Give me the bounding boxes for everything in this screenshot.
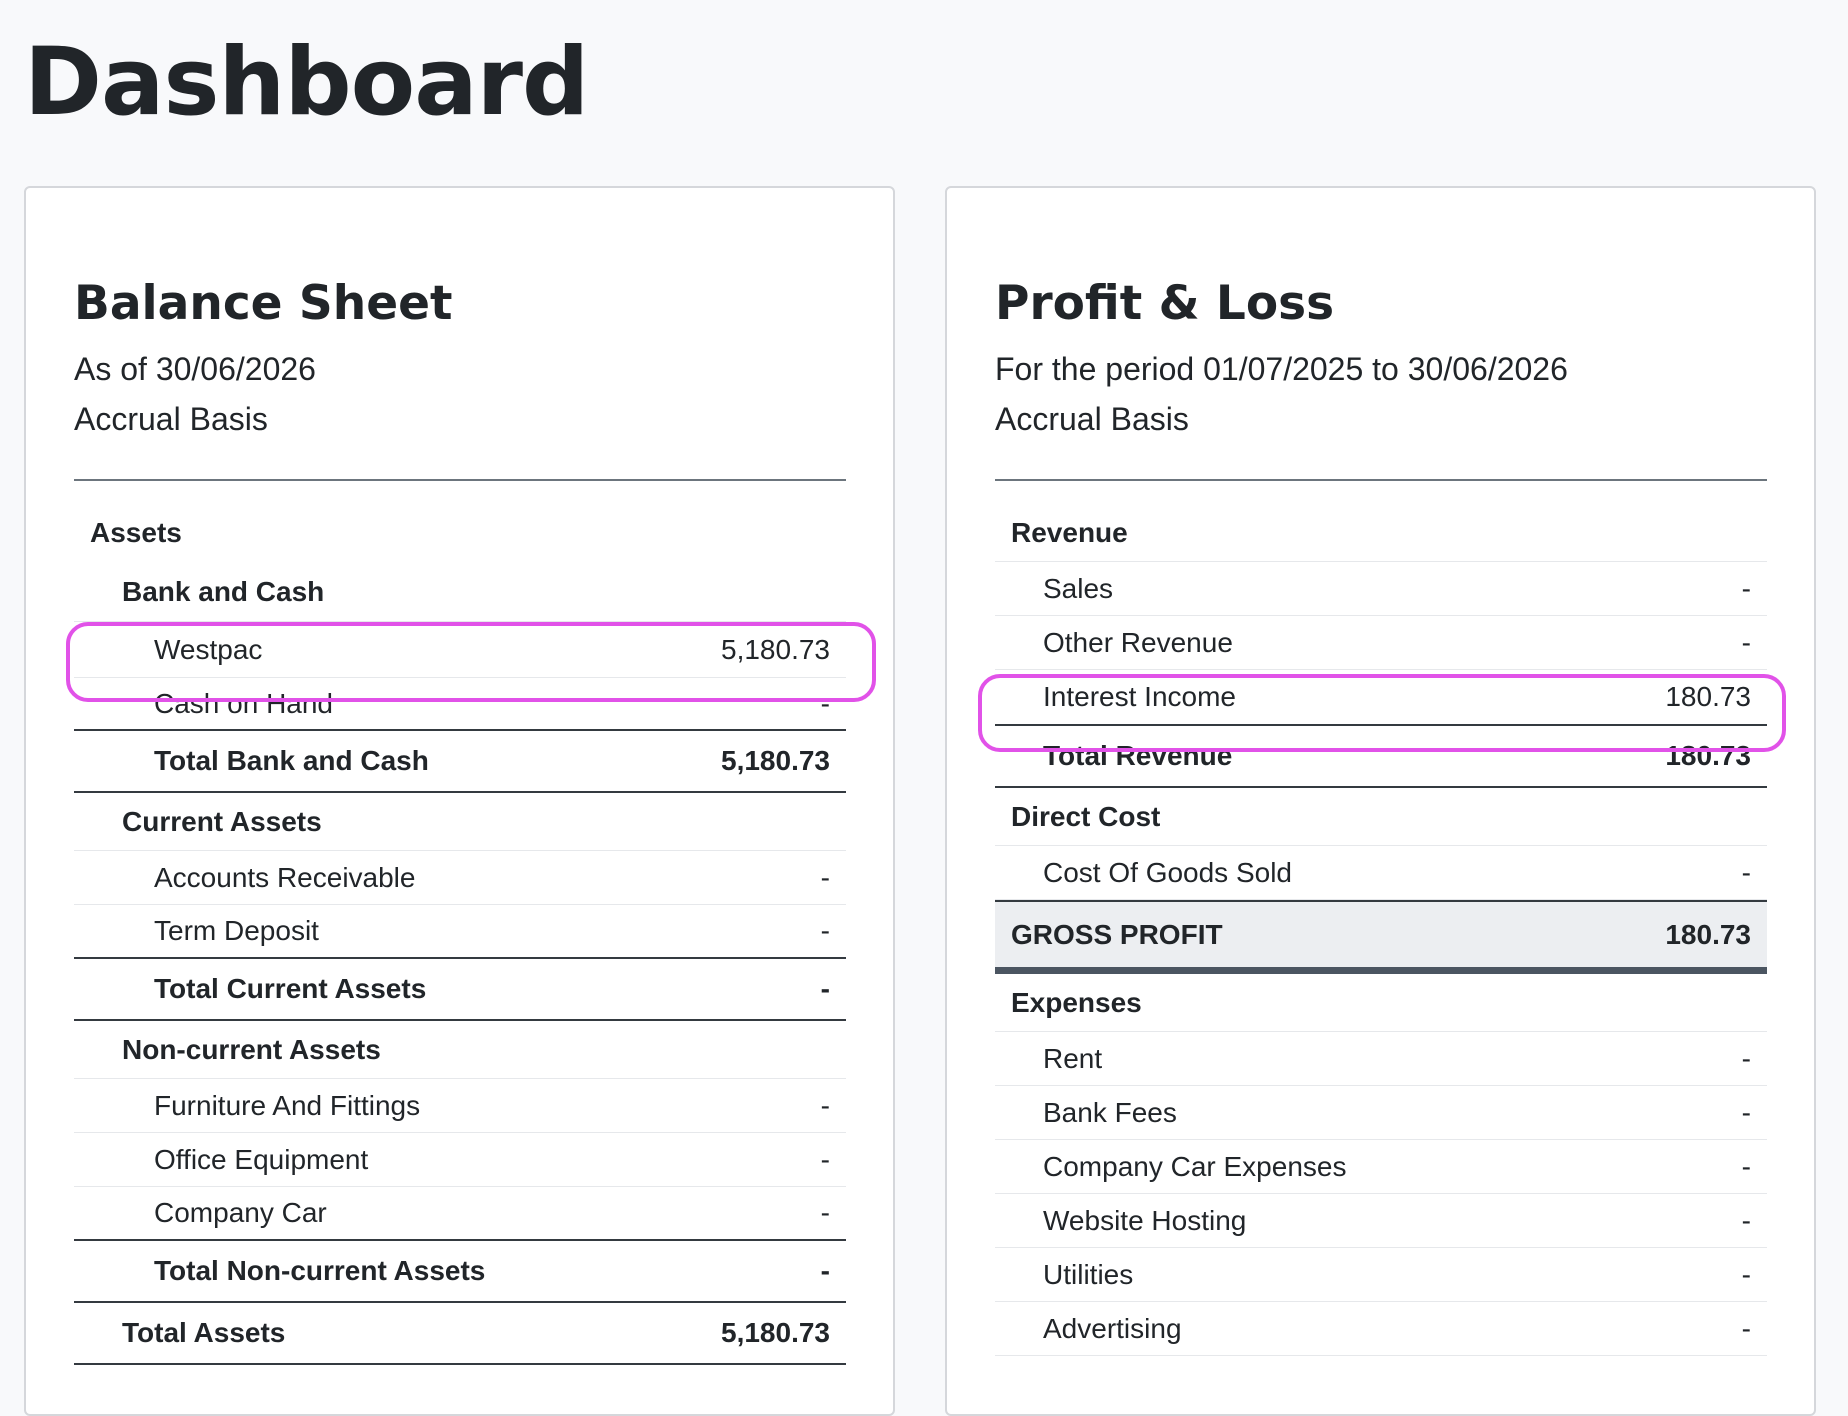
balance-sheet-basis: Accrual Basis (74, 401, 268, 437)
account-label: Website Hosting (1043, 1204, 1247, 1236)
balance-sheet-header: Balance Sheet As of 30/06/2026 Accrual B… (74, 276, 846, 444)
account-value: - (820, 1143, 830, 1175)
group-non-current-assets: Non-current Assets (74, 1021, 846, 1079)
section-direct-cost: Direct Cost (995, 788, 1767, 846)
section-revenue: Revenue (995, 504, 1767, 562)
account-row-office-equipment[interactable]: Office Equipment - (74, 1133, 846, 1187)
account-row-cash-on-hand[interactable]: Cash on Hand - (74, 678, 846, 731)
account-label: Office Equipment (154, 1143, 369, 1175)
profit-loss-table: Revenue Sales - Other Revenue - Interest… (995, 504, 1767, 1356)
profit-loss-header: Profit & Loss For the period 01/07/2025 … (995, 276, 1767, 444)
account-value: 5,180.73 (721, 633, 830, 665)
account-value: - (820, 687, 830, 719)
account-value: - (820, 915, 830, 946)
account-row-furniture-and-fittings[interactable]: Furniture And Fittings - (74, 1079, 846, 1133)
account-label: Sales (1043, 572, 1114, 604)
group-bank-and-cash: Bank and Cash (74, 562, 846, 622)
balance-sheet-card: Balance Sheet As of 30/06/2026 Accrual B… (24, 186, 895, 1416)
account-label: Company Car (154, 1197, 327, 1228)
account-row-interest-income[interactable]: Interest Income 180.73 (995, 670, 1767, 726)
account-row-term-deposit[interactable]: Term Deposit - (74, 905, 846, 959)
account-label: Cash on Hand (154, 687, 334, 719)
profit-loss-basis: Accrual Basis (995, 401, 1189, 437)
account-label: Accounts Receivable (154, 861, 416, 893)
page-title: Dashboard (24, 28, 589, 137)
account-value: - (1741, 1042, 1751, 1074)
account-value: - (1741, 626, 1751, 658)
account-value: - (820, 861, 830, 893)
account-value: - (820, 1089, 830, 1121)
balance-sheet-date: As of 30/06/2026 (74, 351, 316, 387)
account-row-website-hosting[interactable]: Website Hosting - (995, 1194, 1767, 1248)
account-value: - (1741, 572, 1751, 604)
total-revenue: Total Revenue 180.73 (995, 726, 1767, 788)
group-current-assets: Current Assets (74, 793, 846, 851)
account-value: - (1741, 1096, 1751, 1128)
section-expenses: Expenses (995, 974, 1767, 1032)
section-assets: Assets (90, 517, 182, 548)
account-value: - (1741, 1150, 1751, 1182)
total-non-current-assets: Total Non-current Assets - (74, 1241, 846, 1303)
account-label: Advertising (1043, 1312, 1182, 1344)
account-value: - (820, 1197, 830, 1228)
total-assets: Total Assets 5,180.73 (74, 1303, 846, 1365)
account-label: Company Car Expenses (1043, 1150, 1347, 1182)
account-value: - (1741, 1312, 1751, 1344)
account-label: Bank Fees (1043, 1096, 1177, 1128)
account-value: - (1741, 1258, 1751, 1290)
account-row-company-car[interactable]: Company Car - (74, 1187, 846, 1241)
account-value: - (1741, 856, 1751, 888)
account-value: 180.73 (1665, 681, 1751, 712)
total-current-assets: Total Current Assets - (74, 959, 846, 1021)
account-row-cost-of-goods-sold[interactable]: Cost Of Goods Sold - (995, 846, 1767, 900)
account-label: Rent (1043, 1042, 1103, 1074)
account-label: Furniture And Fittings (154, 1089, 421, 1121)
profit-loss-title[interactable]: Profit & Loss (995, 276, 1335, 331)
account-row-other-revenue[interactable]: Other Revenue - (995, 616, 1767, 670)
account-row-bank-fees[interactable]: Bank Fees - (995, 1086, 1767, 1140)
profit-loss-period: For the period 01/07/2025 to 30/06/2026 (995, 351, 1568, 387)
balance-sheet-table: Assets Bank and Cash Westpac 5,180.73 Ca… (74, 504, 846, 1365)
account-value: - (1741, 1204, 1751, 1236)
account-row-advertising[interactable]: Advertising - (995, 1302, 1767, 1356)
account-label: Interest Income (1043, 681, 1236, 712)
header-divider (995, 479, 1767, 481)
account-row-rent[interactable]: Rent - (995, 1032, 1767, 1086)
header-divider (74, 479, 846, 481)
account-label: Cost Of Goods Sold (1043, 856, 1293, 888)
account-label: Other Revenue (1043, 626, 1233, 658)
account-label: Term Deposit (154, 915, 319, 946)
profit-loss-card: Profit & Loss For the period 01/07/2025 … (945, 186, 1816, 1416)
account-label: Utilities (1043, 1258, 1134, 1290)
account-row-accounts-receivable[interactable]: Accounts Receivable - (74, 851, 846, 905)
account-row-utilities[interactable]: Utilities - (995, 1248, 1767, 1302)
account-row-sales[interactable]: Sales - (995, 562, 1767, 616)
balance-sheet-title[interactable]: Balance Sheet (74, 276, 453, 331)
total-bank-and-cash: Total Bank and Cash 5,180.73 (74, 731, 846, 793)
account-label: Westpac (154, 633, 263, 665)
gross-profit-row: GROSS PROFIT 180.73 (995, 900, 1767, 974)
account-row-westpac[interactable]: Westpac 5,180.73 (74, 622, 846, 678)
account-row-company-car-expenses[interactable]: Company Car Expenses - (995, 1140, 1767, 1194)
